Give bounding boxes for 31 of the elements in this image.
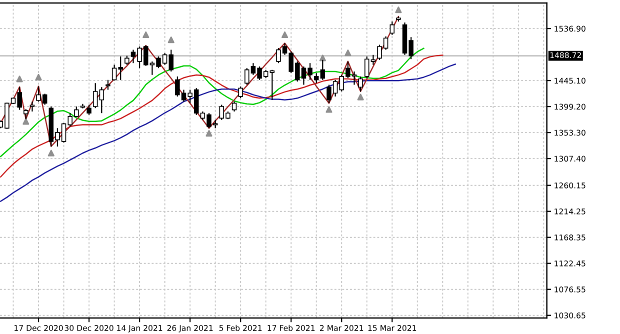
candlestick: [168, 49, 174, 72]
candlestick: [30, 101, 35, 112]
point: [22, 118, 30, 125]
point: [168, 36, 174, 44]
point: [395, 6, 402, 14]
point: [357, 94, 364, 100]
candlestick: [390, 20, 395, 36]
candlestick: [358, 76, 363, 92]
candlestick: [314, 72, 319, 84]
point: [319, 54, 326, 62]
point: [281, 31, 288, 38]
candlestick: [86, 104, 92, 116]
candlestick: [238, 86, 243, 99]
candlestick: [124, 55, 130, 66]
point: [344, 50, 352, 56]
line-series: [0, 16, 400, 147]
candlestick: [270, 69, 275, 100]
candlestick: [232, 101, 237, 112]
point: [48, 150, 54, 156]
candlestick: [370, 54, 376, 66]
point: [206, 130, 212, 137]
candlestick: [106, 79, 110, 90]
candlestick: [99, 86, 104, 114]
candlestick: [92, 82, 98, 109]
point: [16, 76, 23, 82]
candlestick: [364, 56, 370, 79]
point: [326, 106, 332, 113]
line-series: [0, 64, 456, 202]
point: [35, 74, 42, 81]
line-series: [0, 54, 444, 178]
point: [142, 31, 150, 38]
